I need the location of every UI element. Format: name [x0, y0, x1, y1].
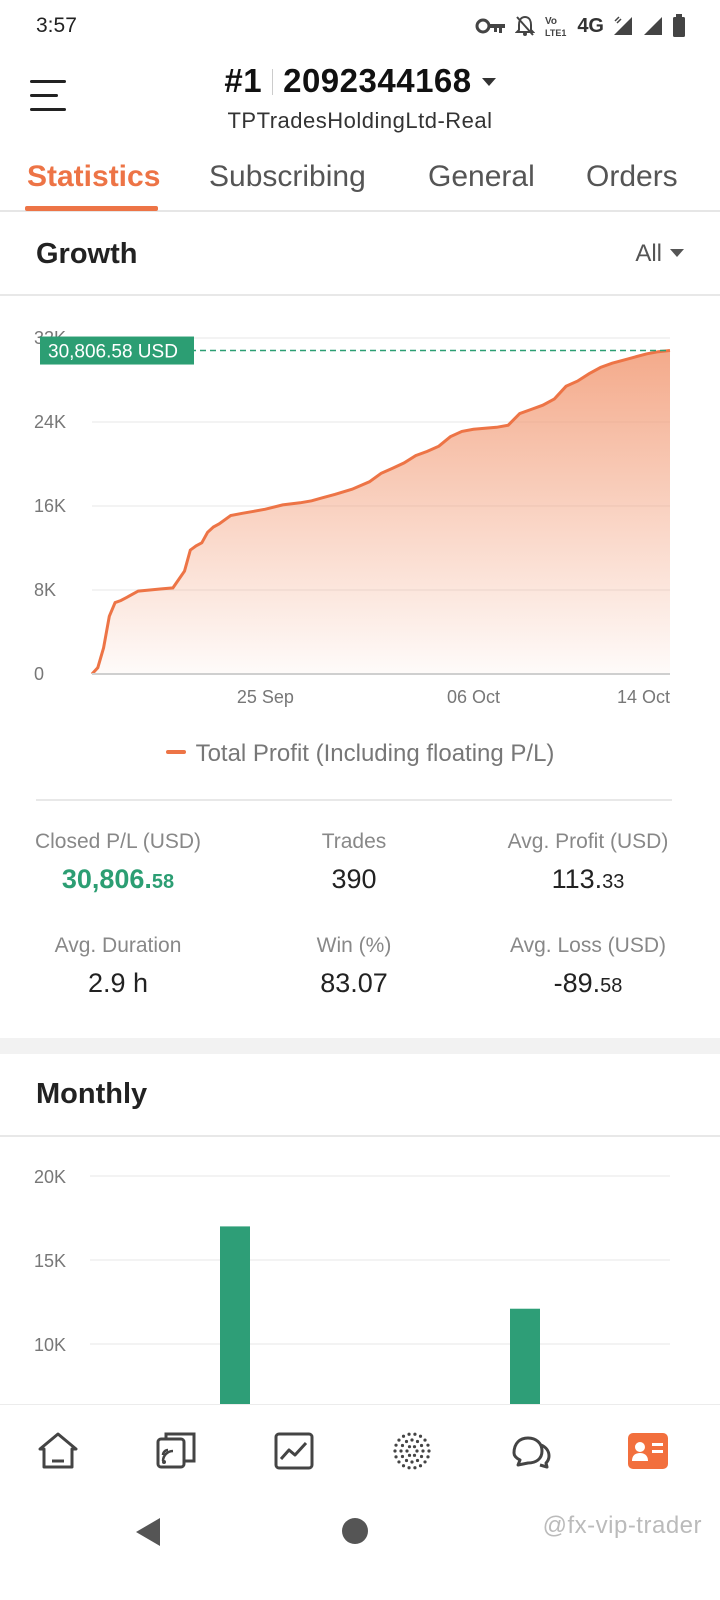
copy-trading-icon[interactable]: [154, 1429, 198, 1473]
stat-label: Win (%): [316, 934, 392, 957]
stat-label: Avg. Profit (USD): [507, 830, 669, 853]
account-id: 2092344168: [283, 62, 472, 99]
monthly-chart: 10K 15K 20K: [0, 1140, 720, 1404]
profile-icon[interactable]: [626, 1429, 670, 1473]
monthly-bar: [510, 1308, 540, 1404]
stat-value-dec: 58: [151, 871, 175, 893]
y-tick-label: 20K: [34, 1167, 66, 1187]
account-selector[interactable]: #1 2092344168: [0, 62, 720, 100]
stat-value: -89.58: [488, 968, 688, 999]
status-icons: Vo LTE1 4G: [475, 12, 686, 40]
home-button-icon[interactable]: [340, 1516, 370, 1551]
current-value-tag: 30,806.58 USD: [40, 336, 194, 365]
tab-bar: Statistics Subscribing General Orders: [0, 148, 720, 212]
active-tab-indicator: [25, 206, 158, 211]
tab-orders[interactable]: Orders: [586, 160, 678, 193]
stat-value-dec: 33: [602, 871, 625, 893]
status-bar: 3:57 Vo LTE1 4G: [0, 0, 720, 52]
y-tick-label: 16K: [34, 496, 66, 516]
monthly-bar: [220, 1226, 250, 1404]
y-tick-label: 8K: [34, 580, 56, 600]
legend-swatch: [165, 750, 186, 754]
svg-text:Vo: Vo: [545, 16, 557, 27]
divider: [36, 799, 672, 801]
growth-title: Growth: [36, 238, 138, 270]
vpn-key-icon: [475, 17, 507, 35]
account-number: #1: [224, 62, 263, 99]
community-icon[interactable]: [390, 1429, 434, 1473]
stat-value: 113.33: [488, 864, 688, 895]
growth-legend: Total Profit (Including floating P/L): [0, 740, 720, 768]
stat-avg-duration: Avg. Duration 2.9 h: [18, 934, 218, 999]
divider: [0, 1135, 720, 1137]
stat-value-int: 30,806.: [61, 864, 152, 894]
y-tick-label: 10K: [34, 1335, 66, 1355]
back-icon[interactable]: [134, 1516, 164, 1553]
stat-value: 83.07: [320, 968, 388, 998]
x-tick-label: 14 Oct: [617, 687, 670, 707]
growth-line: [90, 349, 671, 676]
tab-statistics[interactable]: Statistics: [27, 160, 161, 193]
server-name: TPTradesHoldingLtd-Real: [227, 108, 493, 133]
stat-avg-profit: Avg. Profit (USD) 113.33: [488, 830, 688, 895]
menu-button[interactable]: [30, 80, 70, 114]
stat-trades: Trades 390: [254, 830, 454, 895]
stat-label: Trades: [321, 830, 387, 853]
network-type: 4G: [577, 14, 604, 37]
range-dropdown[interactable]: All: [635, 240, 684, 268]
app-header: #1 2092344168 TPTradesHoldingLtd-Real: [0, 52, 720, 148]
stat-value-int: -89.: [553, 968, 601, 998]
x-tick-label: 25 Sep: [237, 687, 294, 707]
stat-avg-loss: Avg. Loss (USD) -89.58: [488, 934, 688, 999]
stat-label: Avg. Loss (USD): [510, 934, 666, 957]
chart-icon[interactable]: [272, 1429, 316, 1473]
legend-label: Total Profit (Including floating P/L): [195, 740, 555, 767]
stat-value-int: 113.: [551, 864, 603, 894]
stat-value: 30,806.58: [18, 864, 218, 895]
signal-icon: [612, 15, 634, 37]
x-tick-label: 06 Oct: [447, 687, 500, 707]
volte-icon: Vo LTE1: [543, 14, 569, 38]
signal-icon: [642, 15, 664, 37]
tab-general[interactable]: General: [428, 160, 535, 193]
status-time: 3:57: [36, 14, 77, 37]
stat-win: Win (%) 83.07: [254, 934, 454, 999]
system-nav-bar: @fx-vip-trader: [0, 1492, 720, 1600]
stat-closed-pl: Closed P/L (USD) 30,806.58: [18, 830, 218, 895]
caret-down-icon: [670, 249, 684, 257]
stat-value: 2.9 h: [87, 968, 149, 998]
current-value-label: 30,806.58 USD: [48, 342, 178, 363]
growth-area: [92, 350, 670, 674]
stat-value-dec: 58: [600, 975, 623, 997]
y-tick-label: 0: [34, 664, 44, 684]
y-tick-label: 24K: [34, 412, 66, 432]
tab-subscribing[interactable]: Subscribing: [209, 160, 366, 193]
home-icon[interactable]: [36, 1429, 80, 1473]
watermark: @fx-vip-trader: [542, 1512, 702, 1539]
battery-icon: [672, 14, 686, 38]
notifications-off-icon: [515, 15, 536, 37]
svg-text:LTE1: LTE1: [545, 28, 566, 38]
bottom-nav: [0, 1404, 720, 1492]
stat-label: Avg. Duration: [54, 934, 182, 957]
stat-value: 390: [331, 864, 377, 894]
section-separator: [0, 1038, 720, 1054]
range-value: All: [635, 240, 662, 267]
monthly-title: Monthly: [36, 1078, 148, 1110]
y-tick-label: 15K: [34, 1251, 66, 1271]
stat-label: Closed P/L (USD): [34, 830, 202, 853]
caret-down-icon: [481, 78, 496, 86]
monthly-chart-svg: 10K 15K 20K: [34, 1167, 670, 1404]
messages-icon[interactable]: [508, 1429, 552, 1473]
divider: [0, 294, 720, 296]
